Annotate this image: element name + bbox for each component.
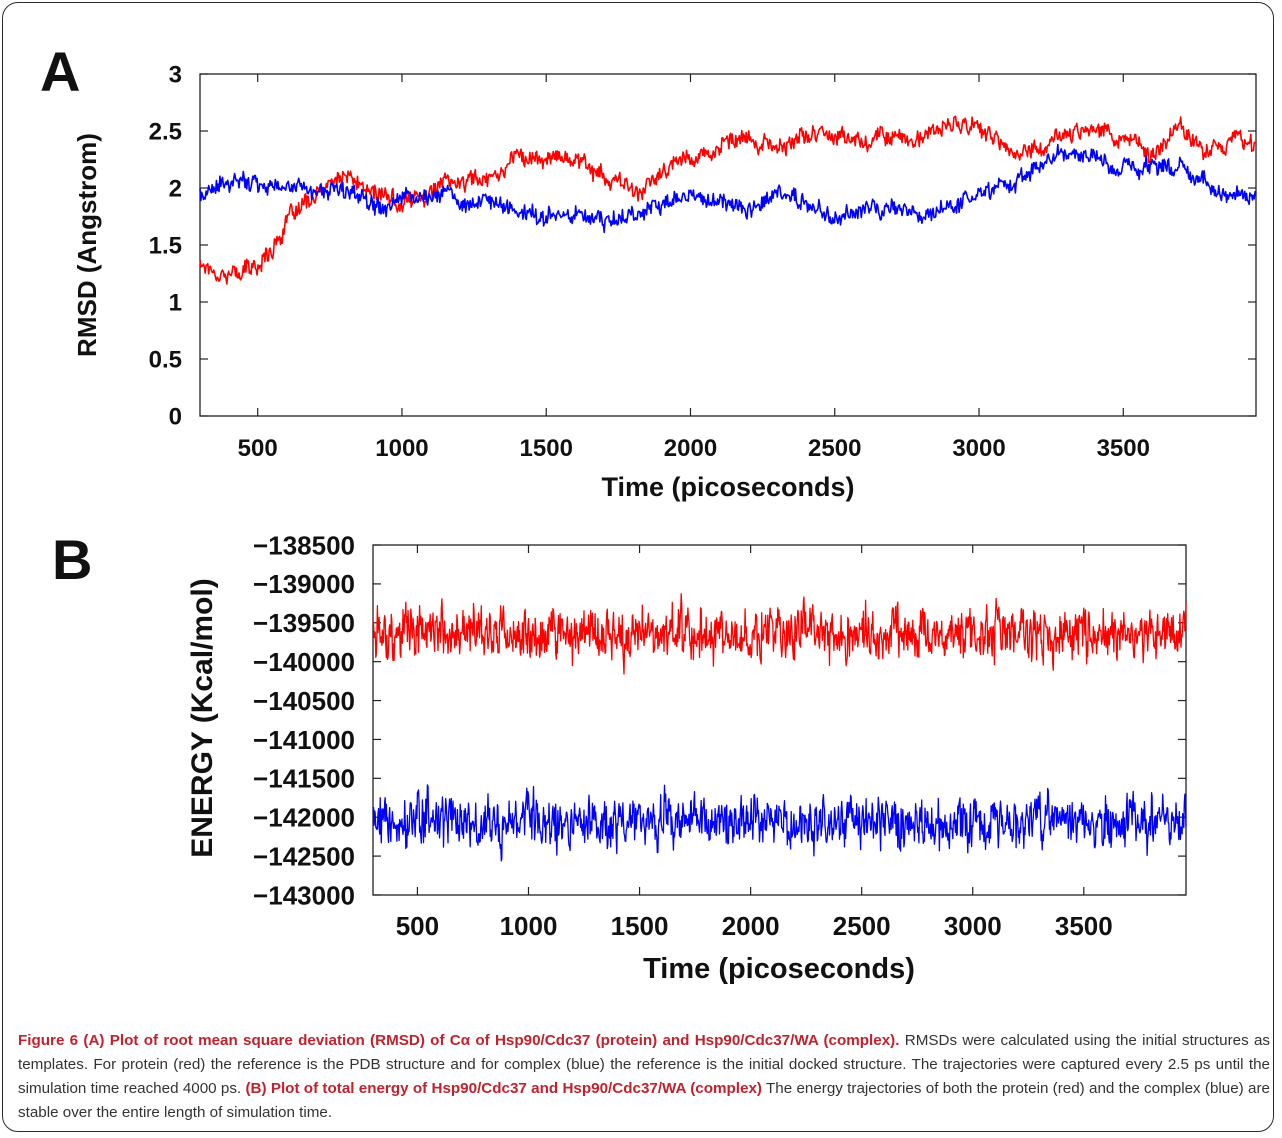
caption-panel-b-title: (B) Plot of total energy of Hsp90/Cdc37 …: [245, 1080, 762, 1097]
energy-x-tick-label: 3000: [944, 911, 1002, 941]
energy-y-tick-label: −140000: [253, 647, 355, 677]
rmsd-series-line-0: [199, 115, 1257, 285]
energy-x-tick-label: 2000: [722, 911, 780, 941]
energy-x-tick-label: 500: [396, 911, 439, 941]
caption-figure-label: Figure 6: [18, 1032, 79, 1049]
energy-x-tick-label: 2500: [833, 911, 891, 941]
energy-y-tick-label: −138500: [253, 530, 355, 560]
rmsd-series-line-1: [199, 143, 1257, 234]
panel-b-letter: B: [52, 528, 93, 591]
rmsd-x-tick-label: 1000: [375, 435, 428, 462]
energy-x-tick-label: 3500: [1055, 911, 1113, 941]
rmsd-x-tick-label: 2000: [664, 435, 717, 462]
rmsd-x-tick-label: 500: [238, 435, 278, 462]
energy-y-axis-title: ENERGY (Kcal/mol): [186, 578, 219, 858]
rmsd-x-tick-label: 3000: [952, 435, 1005, 462]
energy-x-tick-label: 1000: [500, 911, 558, 941]
caption-panel-b-text: The energy trajectories of both the prot…: [18, 1080, 1270, 1121]
caption-panel-a-title: (A) Plot of root mean square deviation (…: [83, 1032, 900, 1049]
rmsd-y-tick-label: 3: [169, 62, 182, 89]
panel-a-letter: A: [40, 40, 81, 103]
figure-caption: Figure 6 (A) Plot of root mean square de…: [18, 1029, 1270, 1125]
energy-x-tick-label: 1500: [611, 911, 669, 941]
energy-plot-frame: [372, 544, 1187, 896]
energy-y-tick-label: −141500: [253, 764, 355, 794]
energy-y-tick-label: −142500: [253, 841, 355, 871]
rmsd-y-tick-label: 0.5: [149, 347, 182, 374]
rmsd-x-tick-label: 3500: [1097, 435, 1150, 462]
rmsd-y-tick-label: 1.5: [149, 233, 182, 260]
rmsd-x-tick-label: 1500: [520, 435, 573, 462]
rmsd-x-tick-label: 2500: [808, 435, 861, 462]
energy-x-axis-title: Time (picoseconds): [643, 953, 915, 985]
rmsd-y-tick-label: 2.5: [149, 119, 182, 146]
caption-panel-a-text: RMSDs were calculated using the initial …: [18, 1032, 1270, 1097]
energy-y-tick-label: −140500: [253, 686, 355, 716]
energy-y-tick-label: −143000: [253, 880, 355, 910]
energy-y-tick-label: −139000: [253, 569, 355, 599]
energy-y-tick-label: −141000: [253, 725, 355, 755]
rmsd-y-tick-label: 1: [169, 290, 182, 317]
energy-series-line-1: [372, 784, 1187, 862]
rmsd-y-tick-label: 2: [169, 176, 182, 203]
rmsd-y-tick-label: 0: [169, 404, 182, 431]
rmsd-x-axis-title: Time (picoseconds): [601, 472, 854, 502]
energy-y-tick-label: −139500: [253, 608, 355, 638]
energy-series-line-0: [372, 593, 1187, 675]
energy-chart: 500 1000 1500 2000 2500 3000 3500 −143000 −14250…: [186, 530, 1187, 985]
energy-y-tick-label: −142000: [253, 803, 355, 833]
rmsd-y-axis-title: RMSD (Angstrom): [72, 133, 102, 357]
rmsd-chart: 500 1000 1500 2000 2500 3000 3500 0 0.5 1 1.5 2 2.5 3…: [72, 62, 1257, 502]
